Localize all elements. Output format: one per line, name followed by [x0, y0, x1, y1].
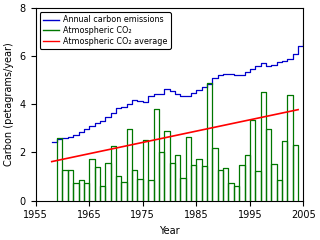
Legend: Annual carbon emissions, Atmospheric CO₂, Atmospheric CO₂ average: Annual carbon emissions, Atmospheric CO₂…	[40, 12, 171, 49]
Y-axis label: Carbon (petagrams/year): Carbon (petagrams/year)	[4, 42, 14, 166]
X-axis label: Year: Year	[159, 226, 180, 236]
